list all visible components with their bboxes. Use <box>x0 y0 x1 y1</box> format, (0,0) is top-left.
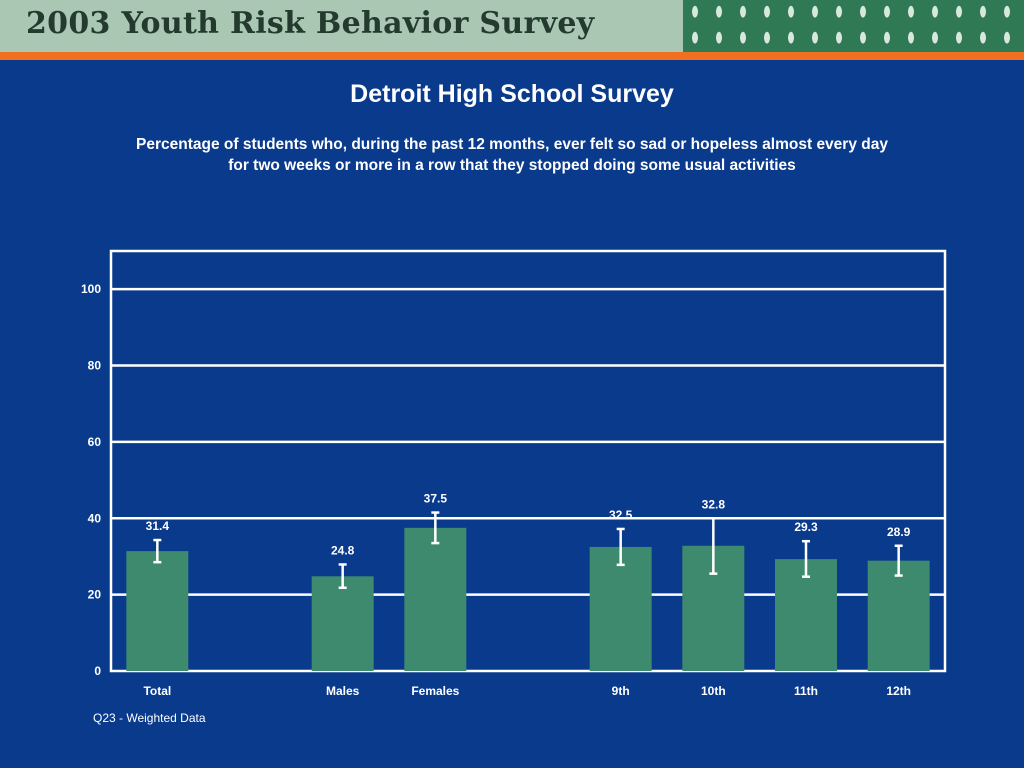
x-tick-label: 10th <box>701 684 726 698</box>
x-tick-label: 11th <box>794 684 818 698</box>
y-tick-label: 20 <box>88 588 102 602</box>
footnote: Q23 - Weighted Data <box>93 711 206 725</box>
x-tick-label: 12th <box>886 684 911 698</box>
data-label: 29.3 <box>794 520 818 534</box>
y-tick-label: 100 <box>81 282 101 296</box>
y-tick-label: 80 <box>88 359 102 373</box>
y-tick-label: 0 <box>94 664 101 678</box>
data-label: 37.5 <box>424 492 448 506</box>
chart-subtitle-line-1: Percentage of students who, during the p… <box>136 136 888 153</box>
x-tick-label: Males <box>326 684 360 698</box>
bar-12th <box>867 560 930 671</box>
data-label: 24.8 <box>331 543 355 557</box>
chart-subtitle: Percentage of students who, during the p… <box>62 134 962 176</box>
bar-males <box>311 576 374 671</box>
bar-females <box>404 527 467 671</box>
banner-title: 2003 Youth Risk Behavior Survey <box>26 6 595 41</box>
data-label: 28.9 <box>887 525 911 539</box>
leaf-pattern-decoration <box>683 0 1024 52</box>
chart-subtitle-line-2: for two weeks or more in a row that they… <box>228 157 796 174</box>
y-tick-label: 60 <box>88 435 102 449</box>
y-tick-label: 40 <box>88 511 102 525</box>
bar-9th <box>589 546 652 671</box>
header-banner: 2003 Youth Risk Behavior Survey <box>0 0 1024 52</box>
x-tick-label: Total <box>143 684 171 698</box>
plot-area-frame <box>109 249 947 673</box>
data-label: 32.5 <box>609 508 633 522</box>
data-label: 31.4 <box>146 519 170 533</box>
x-tick-label: Females <box>411 684 459 698</box>
x-tick-label: 9th <box>612 684 630 698</box>
accent-divider <box>0 52 1024 60</box>
bar-total <box>126 551 189 671</box>
data-label: 32.8 <box>702 497 726 511</box>
chart-title: Detroit High School Survey <box>350 80 674 108</box>
